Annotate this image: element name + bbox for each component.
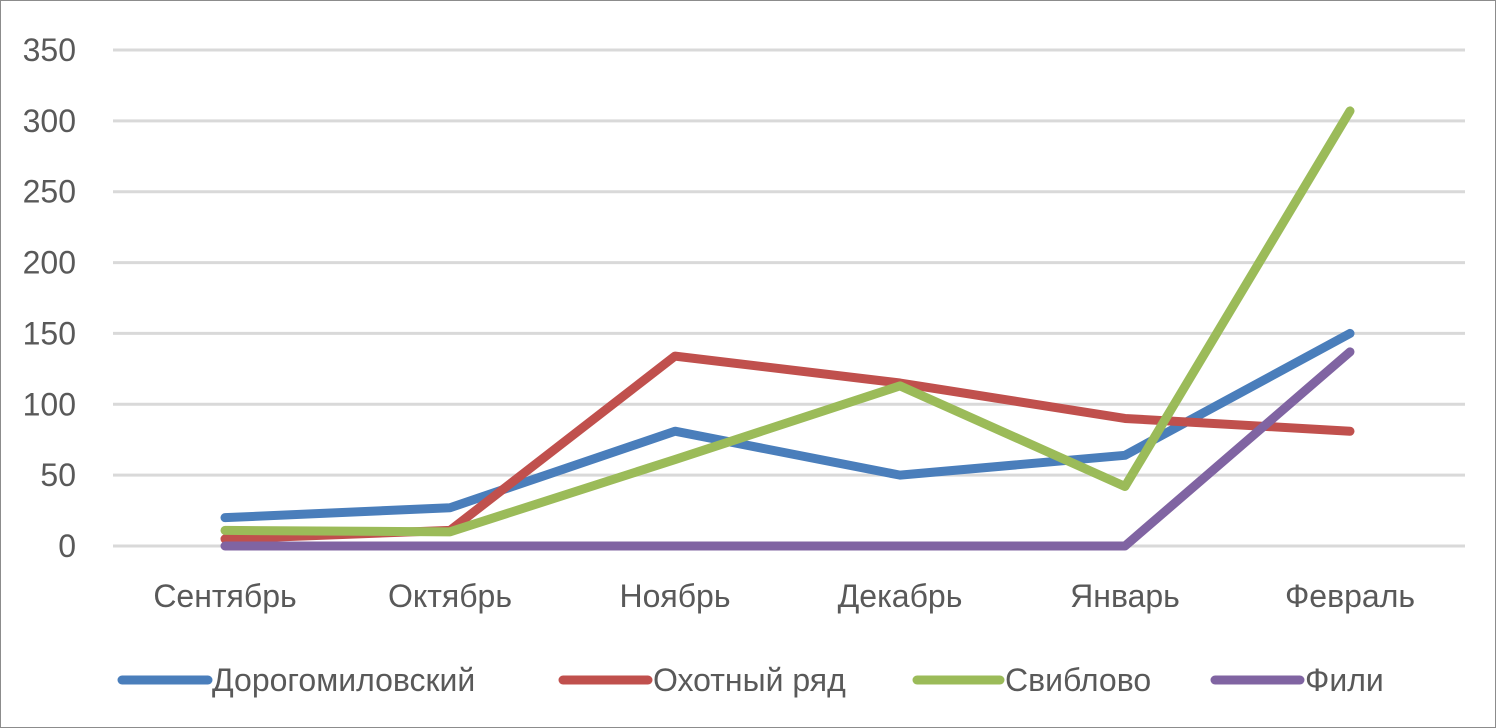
x-tick-label: Сентябрь — [153, 578, 296, 614]
y-tick-label: 100 — [23, 386, 76, 422]
legend-label: Свиблово — [1005, 662, 1151, 698]
y-tick-label: 250 — [23, 174, 76, 210]
gridlines — [113, 48, 1465, 548]
y-tick-label: 200 — [23, 245, 76, 281]
y-tick-label: 300 — [23, 103, 76, 139]
x-axis-tick-labels: Сентябрь Октябрь Ноябрь Декабрь Январь Феврал… — [153, 578, 1415, 614]
x-tick-label: Октябрь — [388, 578, 512, 614]
y-tick-label: 350 — [23, 32, 76, 68]
x-tick-label: Декабрь — [838, 578, 963, 614]
y-axis-tick-labels: 0 50 100 150 200 250 300 350 — [23, 32, 76, 564]
series-line-4 — [220, 347, 1355, 551]
x-tick-label: Январь — [1070, 578, 1180, 614]
legend-label: Охотный ряд — [653, 662, 846, 698]
x-tick-label: Ноябрь — [619, 578, 730, 614]
legend-label: Фили — [1305, 662, 1384, 698]
series-line-3 — [220, 106, 1355, 537]
series-line-1 — [220, 328, 1355, 523]
y-tick-label: 0 — [58, 528, 76, 564]
y-tick-label: 50 — [40, 457, 76, 493]
y-tick-label: 150 — [23, 315, 76, 351]
legend: Дорогомиловский Охотный ряд Свиблово Фили — [117, 662, 1384, 698]
series-lines — [220, 106, 1355, 551]
legend-label: Дорогомиловский — [212, 662, 475, 698]
x-tick-label: Февраль — [1285, 578, 1415, 614]
